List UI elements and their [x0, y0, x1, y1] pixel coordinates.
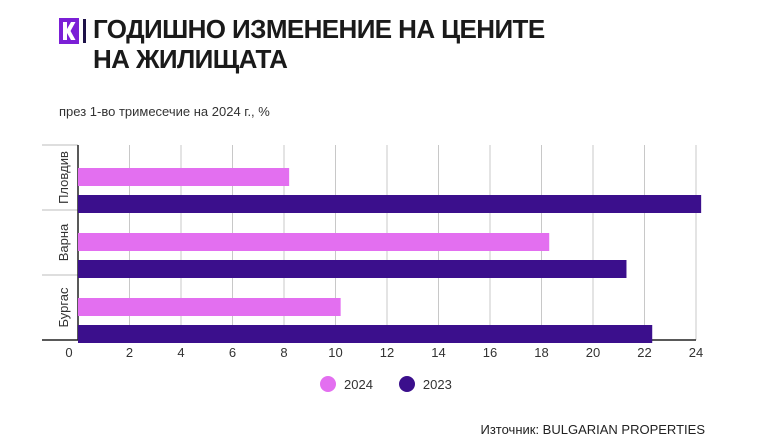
x-tick-label-14: 14: [431, 345, 445, 360]
x-tick-label-22: 22: [637, 345, 651, 360]
chart-title: ГОДИШНО ИЗМЕНЕНИЕ НА ЦЕНИТЕ НА ЖИЛИЩАТА: [93, 14, 545, 74]
x-tick-label-16: 16: [483, 345, 497, 360]
legend-item-2024: 2024: [320, 376, 373, 392]
title-line-1: ГОДИШНО ИЗМЕНЕНИЕ НА ЦЕНИТЕ: [93, 14, 545, 44]
logo-divider: [83, 19, 86, 43]
category-label-Бургас: Бургас: [56, 287, 71, 328]
x-tick-label-4: 4: [177, 345, 184, 360]
x-tick-label-10: 10: [328, 345, 342, 360]
legend-swatch-2023: [398, 376, 415, 392]
bar-Бургас-2023: [78, 325, 653, 343]
x-tick-label-18: 18: [534, 345, 548, 360]
x-tick-label-20: 20: [586, 345, 600, 360]
bar-Варна-2023: [78, 260, 627, 278]
k-logo-icon: [59, 18, 79, 44]
x-tick-label-12: 12: [380, 345, 394, 360]
x-tick-label-2: 2: [126, 345, 133, 360]
legend: 2024 2023: [320, 376, 478, 392]
chart-subtitle: през 1-во тримесечие на 2024 г., %: [59, 104, 270, 119]
x-tick-label-6: 6: [229, 345, 236, 360]
legend-label-2024: 2024: [344, 376, 373, 392]
x-tick-label-8: 8: [280, 345, 287, 360]
bar-Бургас-2024: [78, 298, 341, 316]
x-tick-label-0: 0: [65, 345, 72, 360]
legend-item-2023: 2023: [398, 376, 452, 392]
category-label-Варна: Варна: [56, 223, 71, 261]
bar-Варна-2024: [78, 233, 550, 251]
source-note: Източник: BULGARIAN PROPERTIES: [480, 422, 706, 437]
bar-Пловдив-2023: [78, 195, 702, 213]
bar-Пловдив-2024: [78, 168, 290, 186]
category-label-Пловдив: Пловдив: [56, 151, 71, 204]
legend-label-2023: 2023: [422, 376, 452, 392]
legend-swatch-2024: [320, 376, 336, 392]
x-tick-label-24: 24: [689, 345, 703, 360]
title-line-2: НА ЖИЛИЩАТА: [93, 44, 288, 74]
